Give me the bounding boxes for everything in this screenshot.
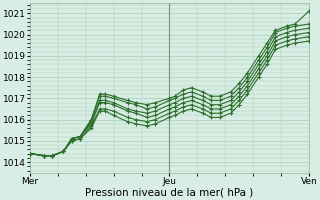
X-axis label: Pression niveau de la mer( hPa ): Pression niveau de la mer( hPa ): [85, 187, 253, 197]
